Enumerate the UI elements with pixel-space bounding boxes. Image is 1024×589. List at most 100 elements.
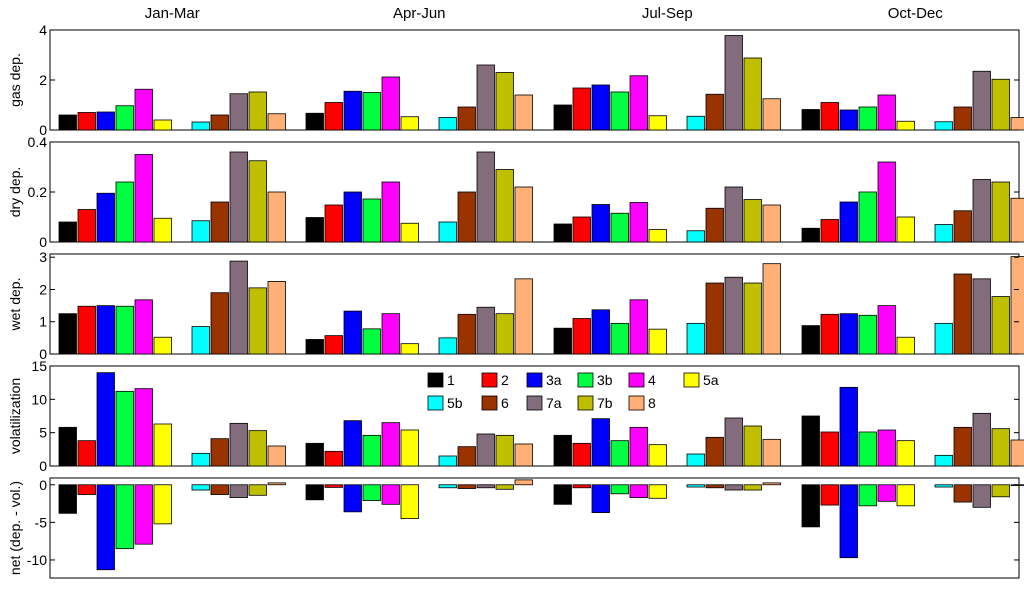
- bar-8: [267, 482, 286, 486]
- bar-5a: [400, 429, 419, 467]
- y-tick-label: 2: [39, 72, 47, 88]
- bar-3b: [858, 314, 877, 355]
- bar-3a: [343, 90, 362, 131]
- legend-swatch: [628, 372, 645, 388]
- bar-5b: [191, 452, 210, 467]
- bar-3a: [96, 484, 115, 571]
- bar-7a: [972, 278, 991, 355]
- bar-8: [267, 281, 286, 355]
- legend-swatch: [526, 395, 543, 411]
- y-tick-label: -5: [35, 514, 48, 530]
- bar-5b: [686, 453, 705, 467]
- legend-label: 6: [501, 395, 509, 411]
- bar-6: [705, 484, 724, 489]
- bar-5a: [896, 216, 915, 243]
- bar-8: [762, 204, 781, 243]
- bar-1: [553, 223, 572, 243]
- bar-4: [877, 305, 896, 355]
- bar-2: [324, 102, 343, 131]
- bar-6: [953, 273, 972, 355]
- legend-label: 2: [501, 372, 509, 388]
- bar-3b: [858, 431, 877, 467]
- y-tick-label: 10: [31, 391, 47, 407]
- chart-panels: 0 2 4 gas dep. 0 0.2 0.4 dry dep. 0 1 2 3 wet dep. 0 5…: [7, 22, 1024, 579]
- bar-1: [801, 484, 820, 528]
- bar-1: [801, 325, 820, 355]
- bar-3a: [839, 386, 858, 467]
- legend-label: 4: [648, 372, 656, 388]
- bar-7a: [476, 151, 495, 243]
- legend-item: 5b: [427, 395, 463, 411]
- bar-8: [514, 443, 533, 467]
- legend-swatch: [683, 372, 700, 388]
- bar-5b: [438, 337, 457, 355]
- bar-3a: [343, 191, 362, 243]
- bar-7b: [248, 484, 267, 496]
- category-label: Jan-Mar: [145, 5, 200, 22]
- legend-label: 3a: [546, 372, 562, 388]
- bar-1: [553, 434, 572, 467]
- bar-1: [58, 426, 77, 467]
- bar-6: [210, 438, 229, 467]
- bar-4: [629, 299, 648, 355]
- category-label: Oct-Dec: [888, 5, 944, 22]
- y-axis-label: net (dep. - vol.): [7, 481, 23, 575]
- legend-swatch: [427, 372, 444, 388]
- y-tick-label: 4: [39, 22, 47, 38]
- bar-1: [58, 313, 77, 355]
- bar-8: [514, 479, 533, 486]
- y-tick-label: 2: [39, 281, 47, 297]
- bar-6: [705, 207, 724, 243]
- bar-5b: [191, 484, 210, 491]
- bar-1: [801, 415, 820, 467]
- bar-4: [629, 484, 648, 498]
- bar-3a: [591, 484, 610, 513]
- bar-1: [58, 484, 77, 514]
- category-label: Apr-Jun: [393, 5, 446, 22]
- bar-2: [820, 313, 839, 355]
- bar-7b: [991, 428, 1010, 467]
- y-tick-label: 3: [39, 249, 47, 265]
- y-tick-label: 0: [39, 458, 47, 474]
- legend-item: 6: [481, 395, 509, 411]
- bar-6: [457, 191, 476, 243]
- bar-4: [629, 426, 648, 467]
- bar-6: [953, 426, 972, 467]
- y-axis-label: gas dep.: [7, 53, 23, 107]
- bar-6: [210, 484, 229, 495]
- legend-swatch: [481, 372, 498, 388]
- bar-3b: [115, 390, 134, 467]
- bar-4: [134, 388, 153, 467]
- bar-7b: [743, 199, 762, 243]
- legend-swatch: [427, 395, 444, 411]
- bar-4: [877, 94, 896, 131]
- y-tick-label: 0.4: [28, 134, 48, 150]
- bar-7a: [972, 70, 991, 131]
- bar-1: [553, 484, 572, 505]
- bar-2: [572, 216, 591, 243]
- panel: 0 0.2 0.4 dry dep.: [7, 134, 1024, 250]
- bar-3b: [362, 434, 381, 467]
- panel: 0 1 2 3 wet dep.: [7, 249, 1024, 362]
- bar-6: [953, 106, 972, 131]
- bar-3b: [362, 198, 381, 243]
- bar-1: [58, 221, 77, 243]
- bar-3b: [610, 91, 629, 131]
- bar-7b: [743, 484, 762, 491]
- bar-2: [77, 484, 96, 495]
- bar-3a: [343, 420, 362, 467]
- bar-7b: [743, 425, 762, 467]
- bar-5b: [686, 484, 705, 488]
- bar-1: [58, 114, 77, 131]
- legend-label: 5a: [703, 372, 719, 388]
- bar-8: [267, 191, 286, 243]
- bar-4: [877, 429, 896, 467]
- bar-4: [381, 484, 400, 505]
- bar-7a: [724, 417, 743, 467]
- bar-6: [457, 313, 476, 355]
- bar-7b: [991, 181, 1010, 243]
- bar-7b: [248, 430, 267, 467]
- bar-1: [801, 109, 820, 131]
- bar-1: [305, 217, 324, 243]
- legend-swatch: [526, 372, 543, 388]
